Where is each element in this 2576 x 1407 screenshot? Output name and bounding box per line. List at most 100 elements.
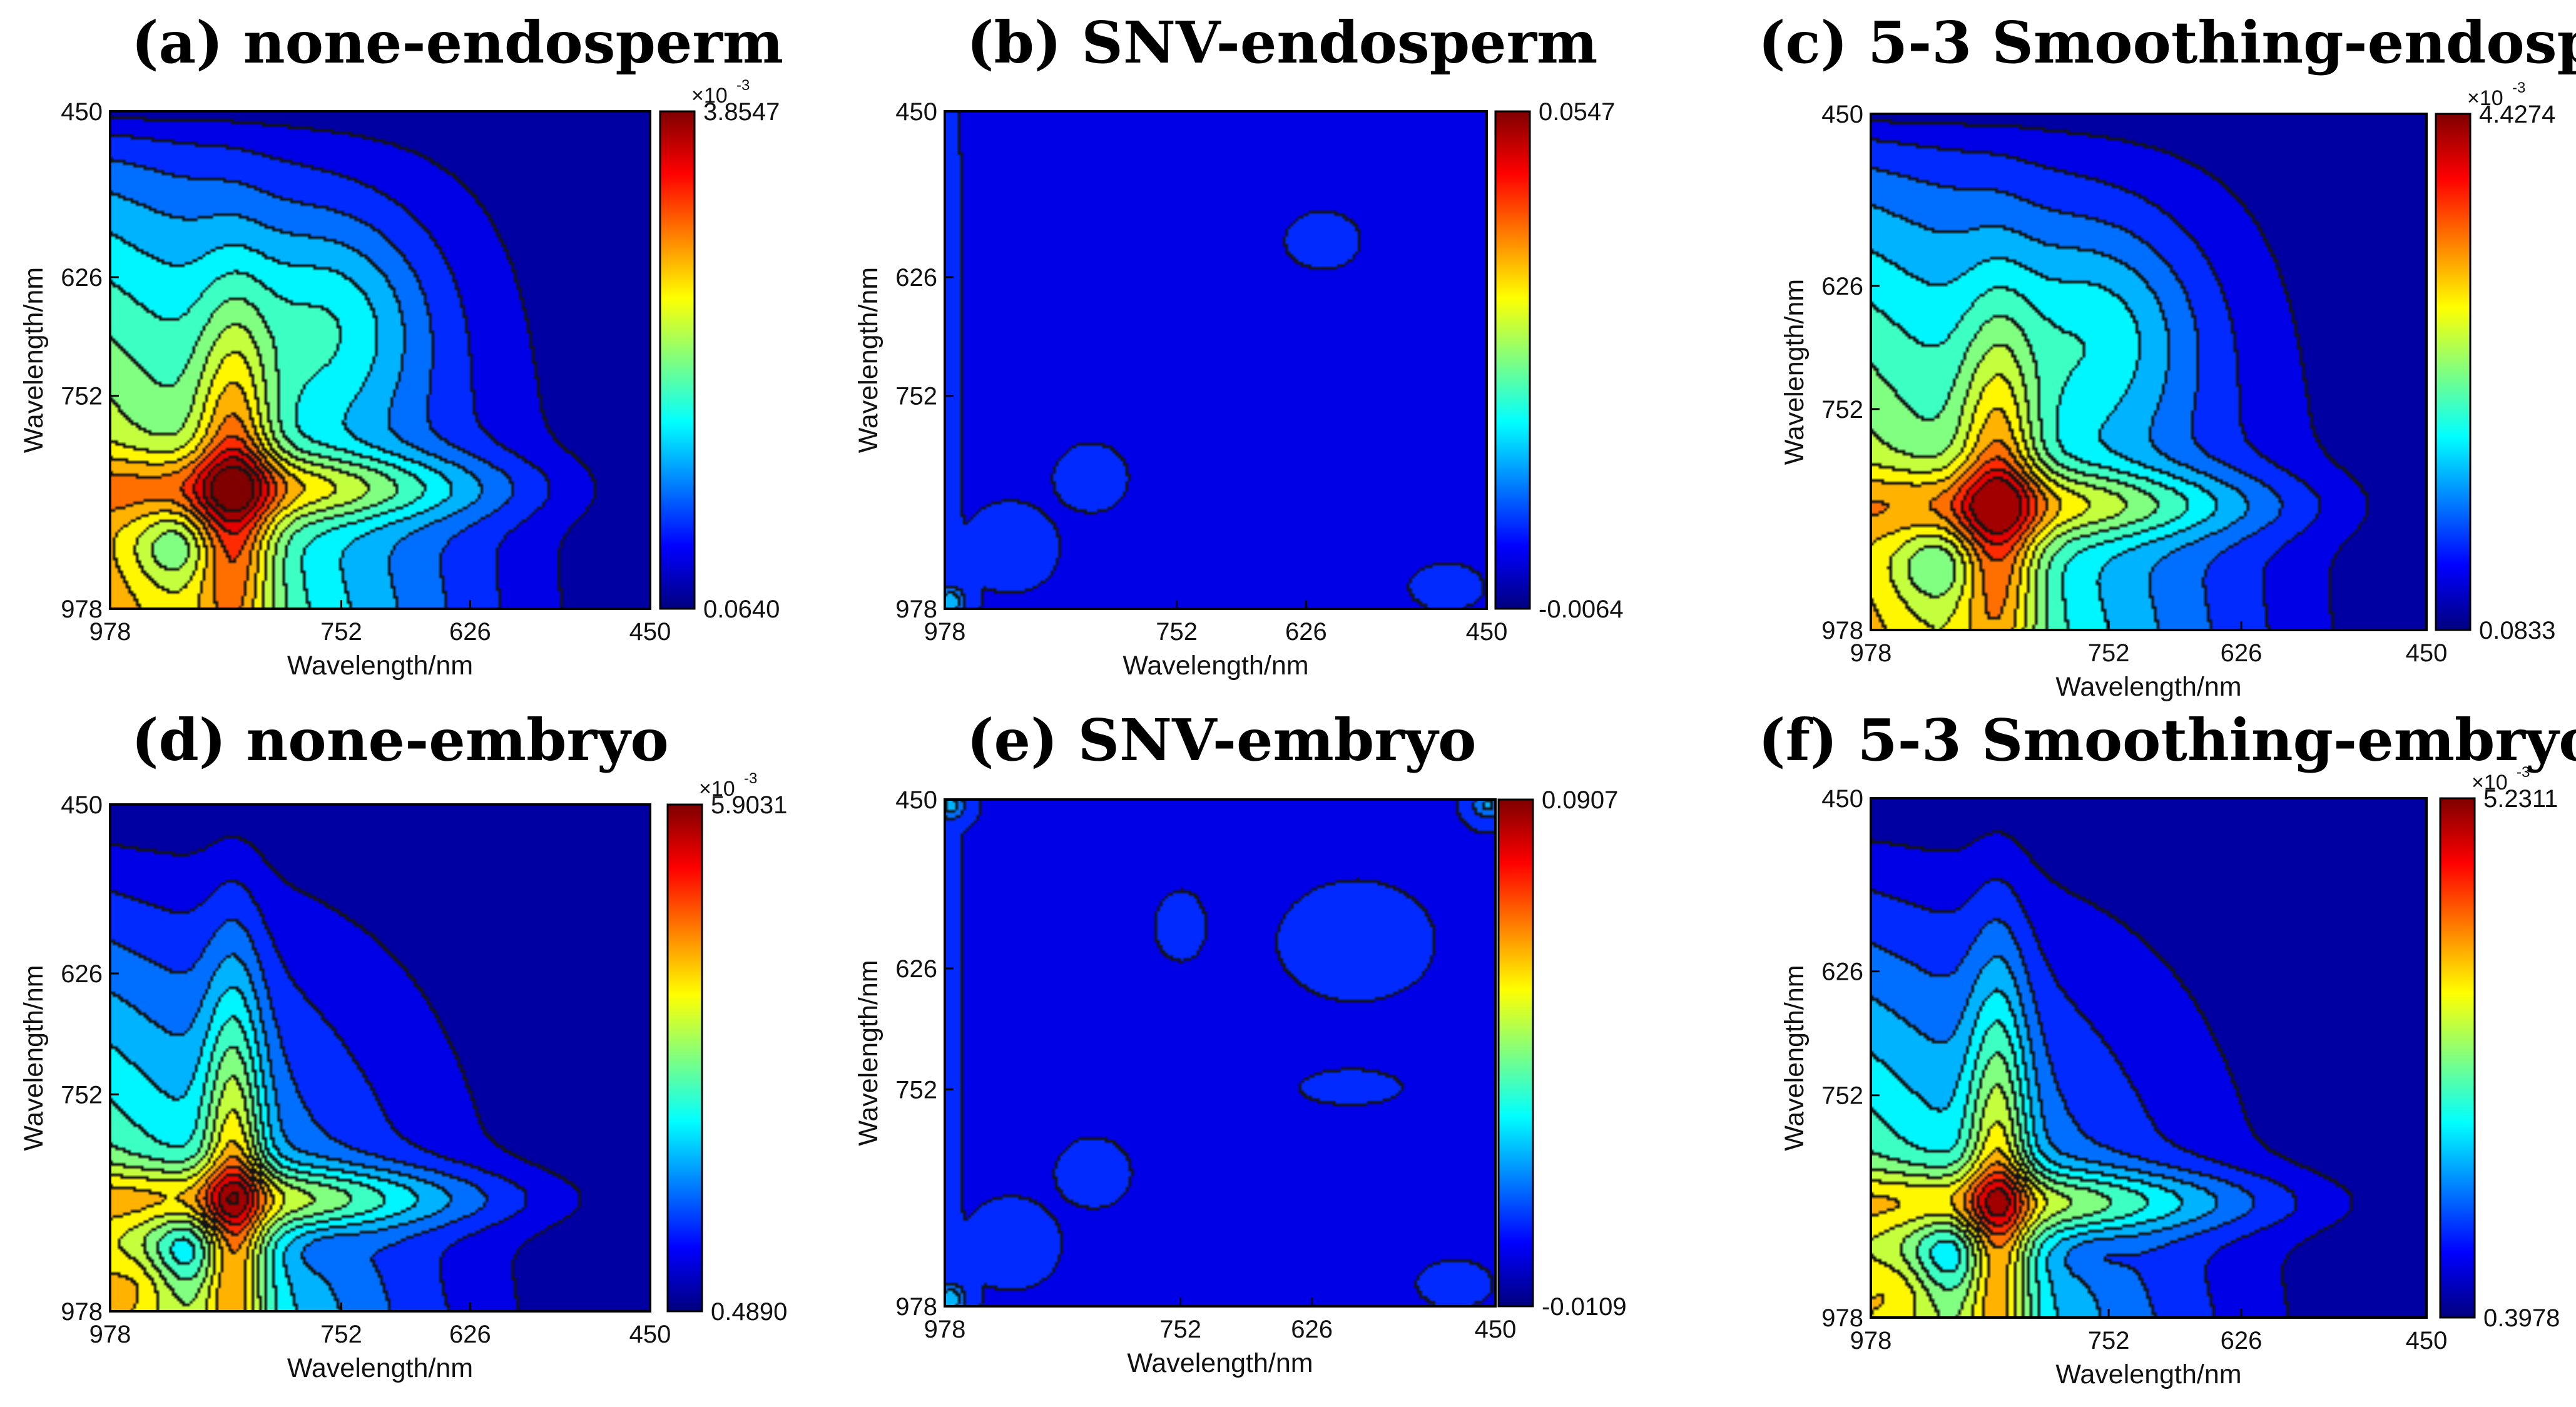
colorbar-min-label: -0.0109 [1542,1293,1627,1321]
plot-frame [1870,113,2428,631]
x-tick-label: 978 [89,618,131,646]
y-axis-label: Wavelength/nm [19,267,49,453]
y-axis-label: Wavelength/nm [853,267,883,453]
y-tick-label: 752 [1821,396,1863,424]
y-tick-label: 752 [1821,1082,1863,1110]
y-tick-label: 752 [61,1081,103,1109]
x-tick-label: 626 [1285,618,1327,646]
x-tick-label: 626 [449,618,491,646]
y-tick-label: 978 [895,1293,937,1321]
colorbar-min-label: 0.0833 [2479,617,2555,644]
colorbar-max-label: 5.2311 [2483,785,2558,813]
x-tick-label: 626 [449,1321,491,1348]
y-tick-label: 752 [61,383,103,410]
y-tick-label: 450 [895,786,937,814]
x-axis-label: Wavelength/nm [2055,1359,2241,1389]
colorbar-max-label: 4.4274 [2479,101,2555,128]
y-tick-label: 450 [1821,101,1863,128]
chart-panel-1: (a) none-endosperm 978 752 626 450 450 626 752 9… [19,9,783,681]
x-tick-label: 752 [320,618,362,646]
x-tick-label: 626 [2221,1327,2263,1354]
colorbar-min-label: 0.0640 [703,596,780,623]
chart-panel-3: (c) 5-3 Smoothing-endosperm 978 752 626 450 4… [1758,9,2576,702]
chart-panel-6: (f) 5-3 Smoothing-embryo 978 752 626 450 450 6… [1758,706,2576,1389]
y-axis-label: Wavelength/nm [1779,965,1810,1150]
x-tick-label: 450 [1475,1316,1517,1343]
y-tick-label: 978 [895,596,937,623]
colorbar-min-label: 0.4890 [711,1298,787,1326]
y-axis-label: Wavelength/nm [853,960,883,1145]
x-axis-label: Wavelength/nm [1123,651,1308,681]
x-tick-label: 450 [629,1321,671,1348]
colorbar-multiplier: ×10 [2472,771,2508,795]
chart-panel-4: (d) none-embryo 978 752 626 450 450 626 752 978 W… [19,706,787,1383]
colorbar [659,110,696,610]
colorbar-multiplier: ×10 [699,777,735,801]
colorbar [2435,113,2472,631]
chart-panel-2: (b) SNV-endosperm 978 752 626 450 450 626 752 97… [853,9,1624,681]
contour-heatmap [110,111,650,609]
x-axis-label: Wavelength/nm [287,1353,473,1383]
plot-frame [1870,797,2428,1319]
panel-title: (d) none-embryo [131,706,669,774]
y-tick-label: 752 [895,383,937,410]
x-tick-label: 626 [1291,1316,1333,1343]
y-tick-label: 626 [61,264,103,292]
x-tick-label: 450 [2406,639,2448,667]
plot-frame [944,110,1488,610]
colorbar [1497,798,1534,1308]
y-tick-label: 626 [1821,958,1863,986]
y-tick-label: 978 [1821,617,1863,644]
colorbar-max-label: 5.9031 [711,791,787,819]
contour-heatmap [1871,114,2426,630]
x-tick-label: 450 [1466,618,1508,646]
y-tick-label: 450 [61,791,103,819]
panel-title: (f) 5-3 Smoothing-embryo [1758,706,2576,774]
y-tick-label: 626 [895,955,937,983]
colorbar-multiplier-exponent: -3 [736,77,750,94]
panel-title: (a) none-endosperm [131,9,783,76]
x-tick-label: 978 [1850,1327,1892,1354]
panel-title: (e) SNV-embryo [967,706,1477,774]
x-tick-label: 978 [89,1321,131,1348]
colorbar [666,803,703,1313]
x-tick-label: 752 [320,1321,362,1348]
contour-heatmap [945,800,1495,1306]
x-axis-label: Wavelength/nm [287,651,473,681]
panel-title: (b) SNV-endosperm [967,9,1597,76]
x-tick-label: 450 [629,618,671,646]
y-tick-label: 626 [61,960,103,988]
colorbar [1494,110,1531,610]
colorbar-max-label: 0.0547 [1539,98,1615,126]
plot-frame [944,798,1497,1308]
colorbar-max-label: 3.8547 [703,98,780,126]
y-tick-label: 450 [895,98,937,126]
y-tick-label: 978 [61,1298,103,1326]
y-tick-label: 626 [895,264,937,292]
colorbar-multiplier: ×10 [691,84,728,108]
colorbar-multiplier-exponent: -3 [744,770,757,787]
y-tick-label: 450 [61,98,103,126]
x-axis-label: Wavelength/nm [1127,1348,1313,1378]
x-tick-label: 450 [2406,1327,2448,1354]
x-axis-label: Wavelength/nm [2055,672,2241,702]
y-tick-label: 752 [895,1076,937,1104]
y-tick-label: 450 [1821,785,1863,813]
colorbar [2439,797,2476,1319]
colorbar-max-label: 0.0907 [1542,786,1618,814]
y-tick-label: 978 [1821,1304,1863,1332]
colorbar-multiplier-exponent: -3 [2517,764,2530,781]
contour-heatmap [1871,798,2426,1318]
y-axis-label: Wavelength/nm [19,965,49,1150]
colorbar-min-label: 0.3978 [2483,1304,2560,1332]
x-tick-label: 752 [1159,1316,1201,1343]
x-tick-label: 752 [1156,618,1198,646]
colorbar-multiplier: ×10 [2467,86,2503,110]
plot-frame [109,803,651,1313]
colorbar-min-label: -0.0064 [1539,596,1624,623]
x-tick-label: 626 [2221,639,2263,667]
colorbar-multiplier-exponent: -3 [2512,79,2525,96]
plot-frame [109,110,651,610]
y-tick-label: 978 [61,596,103,623]
